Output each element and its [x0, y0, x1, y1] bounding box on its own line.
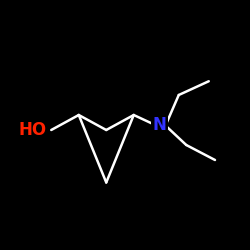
Text: N: N [152, 116, 166, 134]
Text: HO: HO [18, 121, 46, 139]
